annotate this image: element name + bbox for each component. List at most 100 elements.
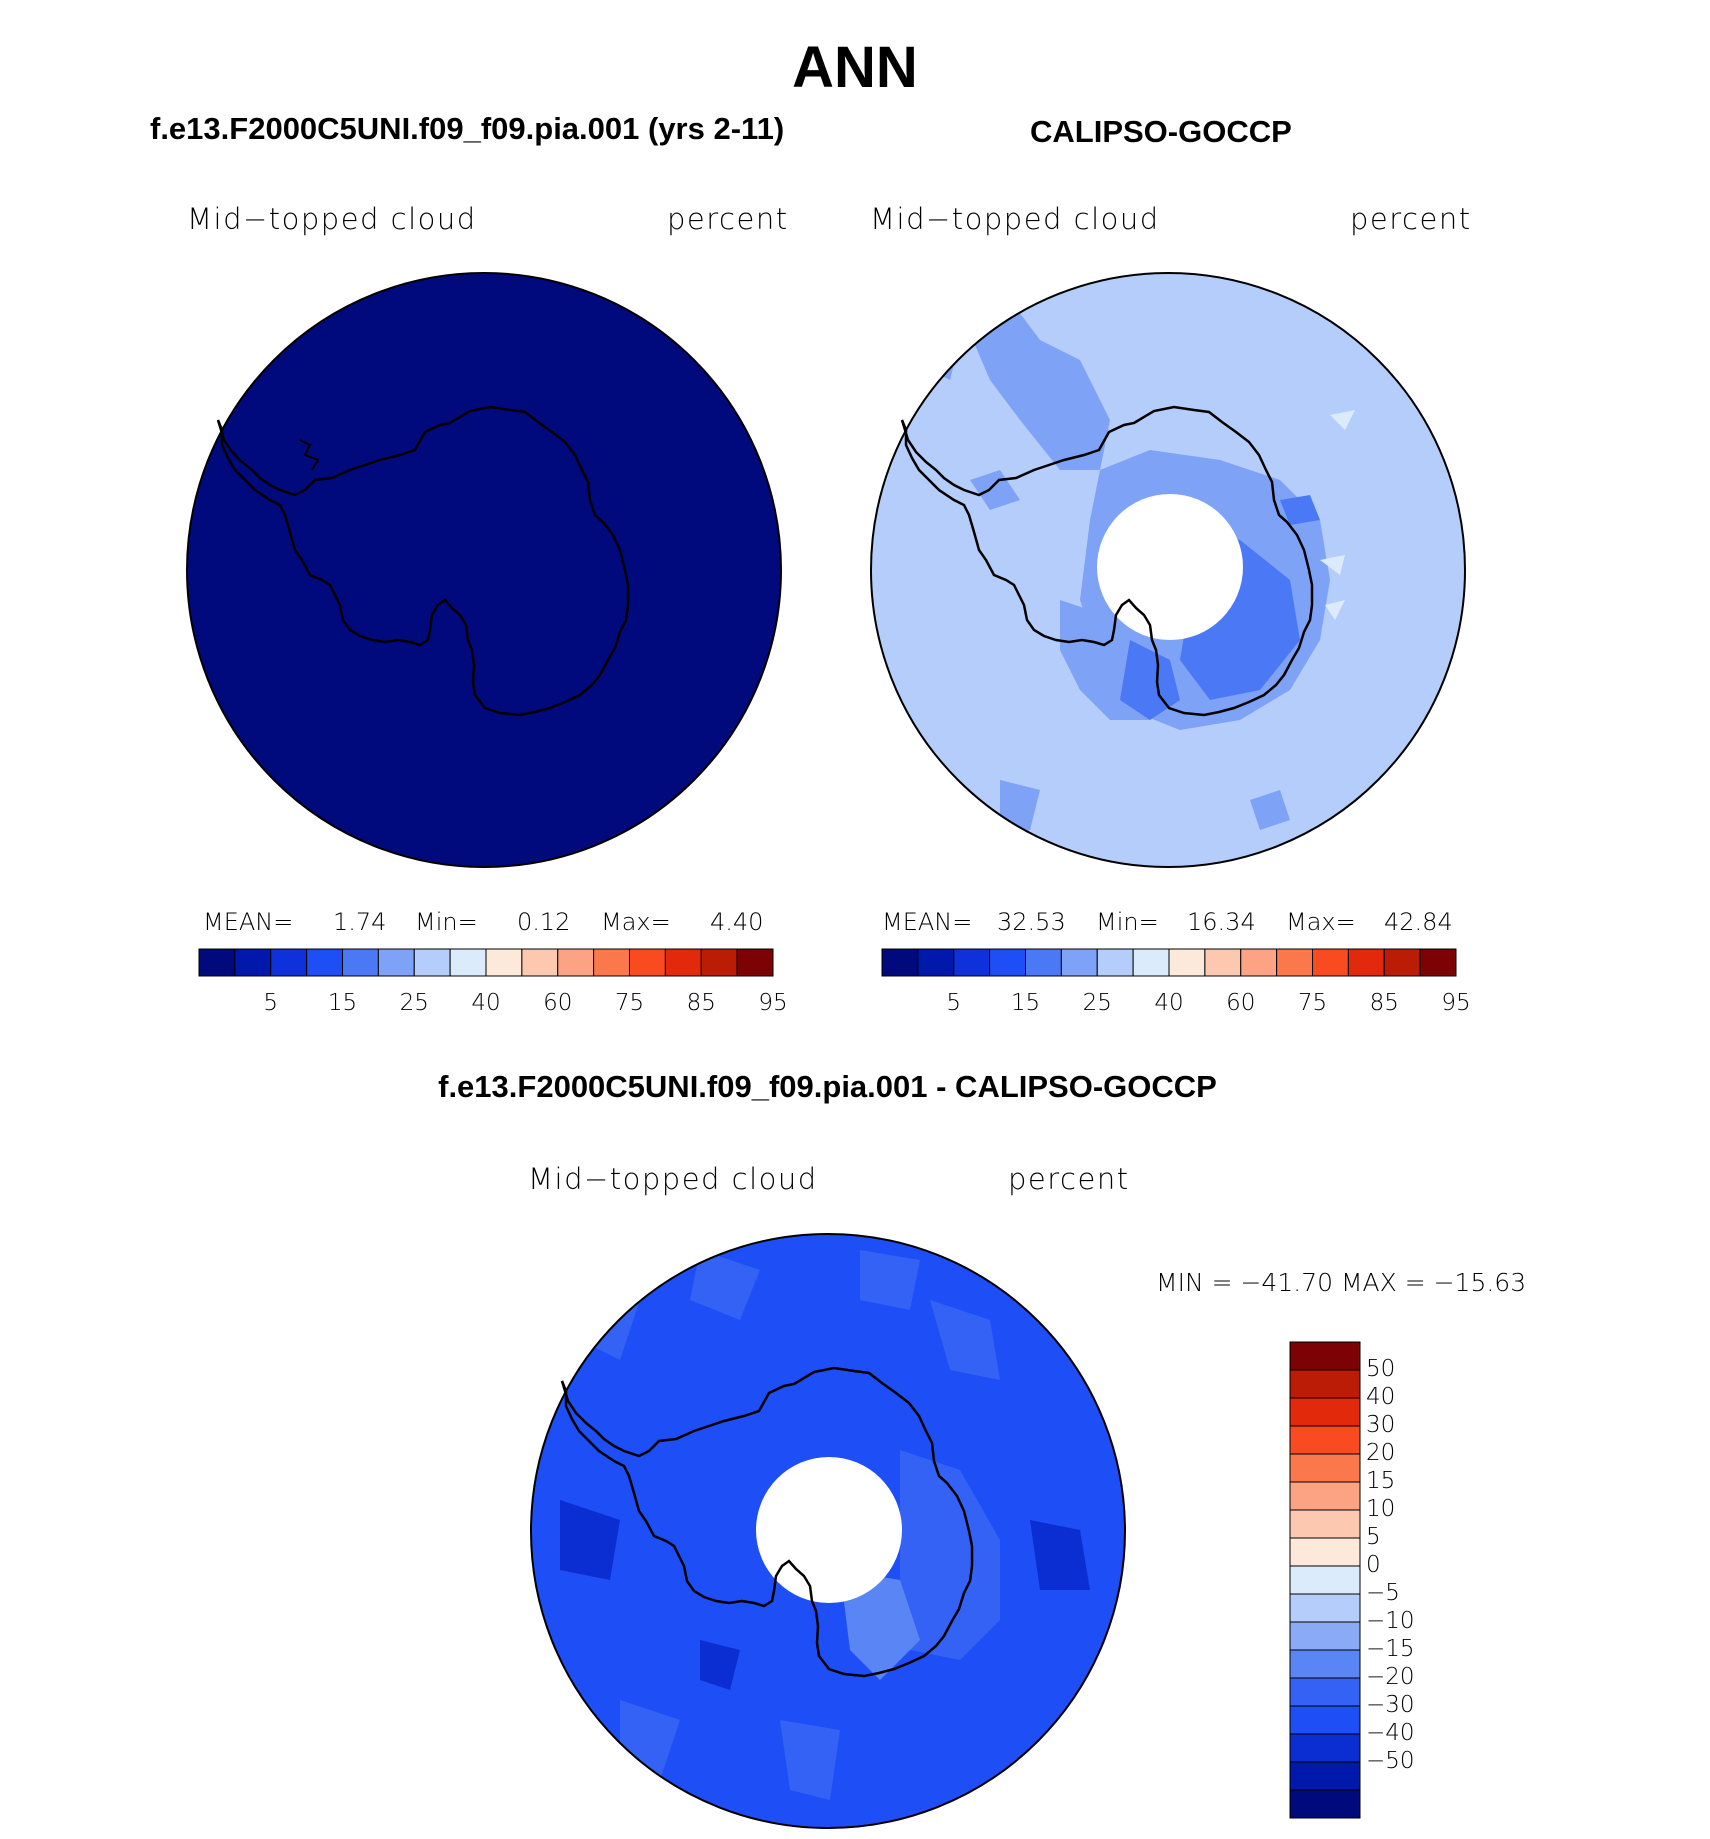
model-colorbar-tick-label: 95	[758, 990, 788, 1016]
obs-colorbar-swatch	[1168, 948, 1206, 977]
obs-polar-hole	[1097, 494, 1243, 640]
diff-colorbar-tick-label: 15	[1366, 1468, 1396, 1494]
diff-colorbar-swatch	[1289, 1677, 1361, 1707]
diff-colorbar-swatch	[1289, 1537, 1361, 1567]
diff-colorbar-tick-label: −15	[1366, 1636, 1415, 1662]
model-colorbar-tick-label: 40	[471, 990, 501, 1016]
diff-units-label: percent	[1008, 1162, 1130, 1196]
model-colorbar-swatch	[306, 948, 343, 977]
diff-colorbar-swatch	[1289, 1593, 1361, 1623]
obs-colorbar-tick-label: 5	[946, 990, 962, 1016]
obs-colorbar-swatch	[1312, 948, 1349, 977]
model-min-label: Min=	[415, 908, 478, 936]
diff-minmax-label: MIN = −41.70 MAX = −15.63	[1156, 1268, 1527, 1297]
obs-colorbar-swatch	[989, 948, 1026, 977]
model-max-label: Max=	[601, 908, 671, 936]
model-peninsula-detail	[299, 439, 320, 471]
model-units-label: percent	[667, 202, 789, 236]
obs-colorbar-swatch	[1276, 948, 1313, 977]
obs-colorbar-swatch	[1096, 948, 1134, 977]
diff-colorbar-tick-label: 50	[1366, 1356, 1396, 1382]
model-colorbar-swatch	[629, 948, 666, 977]
diff-colorbar-swatch	[1289, 1565, 1361, 1595]
model-colorbar-tick-label: 75	[614, 990, 645, 1016]
model-colorbar-tick-label: 15	[327, 990, 358, 1016]
model-colorbar-swatch	[593, 948, 630, 977]
obs-colorbar-swatch	[881, 948, 919, 977]
model-colorbar-tick-label: 25	[399, 990, 429, 1016]
model-map	[186, 272, 782, 868]
diff-colorbar-tick-label: −50	[1366, 1748, 1415, 1774]
diff-colorbar-swatch	[1289, 1425, 1361, 1455]
model-panel-title: f.e13.F2000C5UNI.f09_f09.pia.001 (yrs 2-…	[150, 111, 785, 146]
model-colorbar-swatch	[449, 948, 487, 977]
obs-colorbar-swatch	[1347, 948, 1385, 977]
obs-mean-value: 32.53	[997, 908, 1066, 936]
diff-colorbar-tick-label: 20	[1366, 1440, 1396, 1466]
diff-colorbar-tick-label: 5	[1366, 1524, 1381, 1550]
obs-colorbar-swatch	[953, 948, 991, 977]
model-colorbar-swatch	[377, 948, 415, 977]
diff-colorbar-swatch	[1289, 1621, 1361, 1651]
diff-map	[530, 1233, 1126, 1829]
obs-colorbar-tick-label: 15	[1010, 990, 1041, 1016]
obs-map	[870, 272, 1466, 868]
obs-colorbar-tick-label: 75	[1297, 990, 1328, 1016]
obs-colorbar-swatch	[1240, 948, 1278, 977]
diff-colorbar-swatch	[1289, 1453, 1361, 1483]
model-max-value: 4.40	[710, 908, 764, 936]
diff-colorbar-tick-label: −40	[1366, 1720, 1415, 1746]
obs-colorbar-swatch	[1383, 948, 1421, 977]
model-colorbar-swatch	[234, 948, 272, 977]
diff-colorbar-tick-label: 0	[1366, 1552, 1381, 1578]
season-title: ANN	[792, 35, 918, 100]
diff-colorbar-tick-label: 10	[1366, 1496, 1396, 1522]
model-mean-value: 1.74	[333, 908, 387, 936]
obs-colorbar-tick-label: 60	[1226, 990, 1256, 1016]
model-colorbar-swatch	[557, 948, 595, 977]
obs-panel-title: CALIPSO-GOCCP	[1030, 114, 1292, 149]
obs-colorbar-tick-label: 95	[1441, 990, 1471, 1016]
model-colorbar-swatch	[413, 948, 451, 977]
obs-colorbar-tick-label: 85	[1369, 990, 1399, 1016]
model-colorbar-tick-label: 5	[263, 990, 279, 1016]
model-mean-label: MEAN=	[203, 908, 294, 936]
diff-colorbar-tick-label: 30	[1366, 1412, 1396, 1438]
diff-colorbar-swatch	[1289, 1369, 1361, 1399]
obs-colorbar-tick-label: 40	[1154, 990, 1184, 1016]
obs-colorbar-swatch	[1132, 948, 1170, 977]
obs-colorbar-tick-label: 25	[1082, 990, 1112, 1016]
obs-variable-label: Mid−topped cloud	[870, 202, 1160, 236]
diff-colorbar-swatch	[1289, 1789, 1361, 1819]
obs-mean-label: MEAN=	[882, 908, 973, 936]
model-min-value: 0.12	[517, 908, 571, 936]
model-colorbar-swatch	[198, 948, 236, 977]
diff-colorbar-swatch	[1289, 1397, 1361, 1427]
diff-colorbar-swatch	[1289, 1649, 1361, 1679]
diff-colorbar-tick-label: −5	[1366, 1580, 1400, 1606]
obs-max-label: Max=	[1286, 908, 1356, 936]
obs-colorbar-swatch	[1060, 948, 1098, 977]
diff-colorbar-tick-label: 40	[1366, 1384, 1396, 1410]
diff-colorbar-tick-label: −30	[1366, 1692, 1415, 1718]
model-colorbar-swatch	[664, 948, 702, 977]
obs-min-label: Min=	[1096, 908, 1159, 936]
model-colorbar-swatch	[270, 948, 308, 977]
diff-colorbar-swatch	[1289, 1481, 1361, 1511]
obs-colorbar-swatch	[1025, 948, 1062, 977]
diff-colorbar-swatch	[1289, 1705, 1361, 1735]
diff-panel-title: f.e13.F2000C5UNI.f09_f09.pia.001 - CALIP…	[438, 1069, 1217, 1104]
obs-units-label: percent	[1350, 202, 1472, 236]
model-colorbar-swatch	[342, 948, 379, 977]
diff-colorbar	[1289, 1341, 1361, 1819]
obs-colorbar-swatch	[1204, 948, 1242, 977]
diff-colorbar-tick-label: −10	[1366, 1608, 1415, 1634]
model-colorbar-tick-label: 85	[686, 990, 716, 1016]
model-colorbar-tick-label: 60	[543, 990, 573, 1016]
diff-colorbar-swatch	[1289, 1761, 1361, 1791]
obs-colorbar-swatch	[917, 948, 955, 977]
diff-colorbar-tick-label: −20	[1366, 1664, 1415, 1690]
obs-max-value: 42.84	[1384, 908, 1453, 936]
model-colorbar	[198, 948, 774, 977]
